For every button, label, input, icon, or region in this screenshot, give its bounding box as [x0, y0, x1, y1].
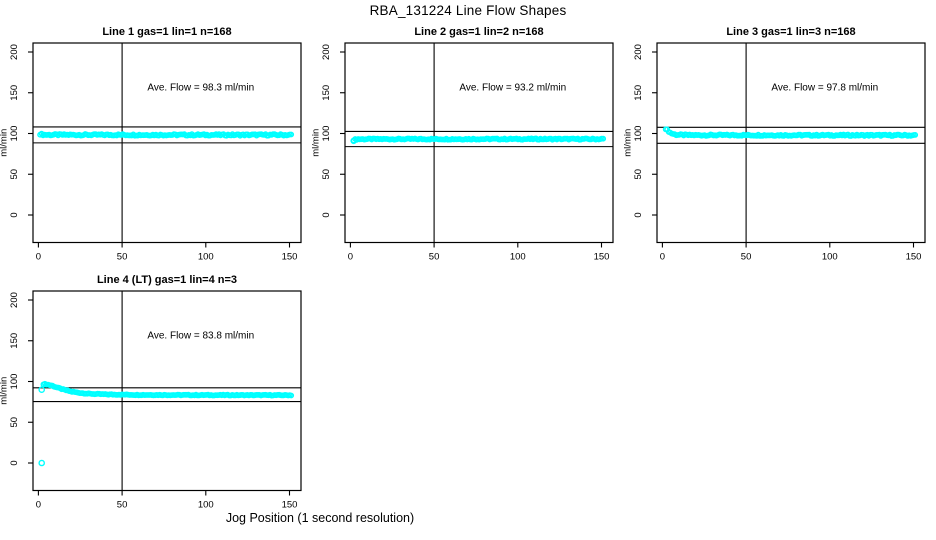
x-tick-label: 0 [660, 252, 665, 263]
plot-box [32, 290, 302, 492]
y-tick-label: 0 [9, 460, 20, 465]
ave-flow-annotation: Ave. Flow = 97.8 ml/min [771, 82, 878, 93]
data-points [37, 130, 295, 139]
panel-line-1: 0 50 100 150 0 50 100 150 200 ml/min Line 1 gas=1 … [0, 20, 312, 268]
y-axis-title: ml/min [0, 377, 10, 405]
y-tick-label: 50 [9, 417, 20, 428]
y-tick-label: 200 [9, 292, 20, 308]
x-tick-label: 50 [741, 252, 752, 263]
panel-title: Line 2 gas=1 lin=2 n=168 [414, 26, 543, 38]
x-tick-label: 0 [36, 500, 41, 511]
y-tick-label: 200 [321, 44, 332, 60]
data-points [38, 380, 295, 467]
x-tick-label: 150 [282, 252, 298, 263]
data-point [912, 132, 919, 138]
y-tick-label: 50 [321, 169, 332, 180]
outlier-point [350, 137, 358, 145]
data-point [600, 135, 607, 142]
panel-title: Line 3 gas=1 lin=3 n=168 [726, 26, 855, 38]
y-tick-label: 150 [321, 85, 332, 101]
plot-box [656, 42, 926, 244]
y-tick-label: 200 [633, 44, 644, 60]
panel-line-2: 0 50 100 150 0 50 100 150 200 ml/min Line 2 gas=1 … [311, 20, 624, 268]
y-tick-label: 150 [9, 85, 20, 101]
data-point [288, 131, 295, 138]
y-axis-title: ml/min [624, 129, 634, 157]
data-points [662, 126, 919, 139]
x-tick-label: 100 [198, 500, 214, 511]
y-tick-label: 0 [9, 212, 20, 217]
y-tick-label: 50 [633, 169, 644, 180]
x-tick-label: 100 [510, 252, 526, 263]
y-tick-label: 0 [321, 212, 332, 217]
y-tick-label: 150 [9, 333, 20, 349]
x-tick-label: 50 [117, 500, 128, 511]
x-tick-label: 0 [36, 252, 41, 263]
y-tick-label: 100 [633, 126, 644, 142]
x-tick-label: 150 [906, 252, 922, 263]
y-tick-label: 100 [321, 126, 332, 142]
plot-svg: 0 50 100 150 0 50 100 150 200 ml/min Line 3 gas=1 … [623, 26, 926, 263]
plot-svg: 0 50 100 150 0 50 100 150 200 ml/min Line 4 (LT) g… [0, 274, 302, 511]
x-axis-label: Jog Position (1 second resolution) [225, 511, 415, 525]
x-tick-label: 50 [117, 252, 128, 263]
y-tick-label: 0 [633, 212, 644, 217]
y-tick-label: 100 [9, 374, 20, 390]
y-tick-label: 50 [9, 169, 20, 180]
page-title: RBA_131224 Line Flow Shapes [369, 3, 567, 18]
x-tick-label: 150 [282, 500, 298, 511]
x-tick-label: 0 [348, 252, 353, 263]
y-tick-label: 150 [633, 85, 644, 101]
x-tick-label: 150 [594, 252, 610, 263]
panel-line-3: 0 50 100 150 0 50 100 150 200 ml/min Line 3 gas=1 … [623, 20, 936, 268]
outlier-point [38, 386, 46, 393]
ave-flow-annotation: Ave. Flow = 93.2 ml/min [459, 82, 566, 93]
ave-flow-annotation: Ave. Flow = 98.3 ml/min [147, 82, 254, 93]
plot-box [32, 42, 302, 244]
y-axis-title: ml/min [312, 129, 322, 157]
plot-svg: 0 50 100 150 0 50 100 150 200 ml/min Line 1 gas=1 … [0, 26, 302, 263]
y-tick-label: 200 [9, 44, 20, 60]
plot-box [344, 42, 614, 244]
panel-title: Line 4 (LT) gas=1 lin=4 n=3 [97, 274, 237, 286]
x-tick-label: 50 [429, 252, 440, 263]
panel-title: Line 1 gas=1 lin=1 n=168 [102, 26, 231, 38]
data-points [350, 135, 607, 145]
data-point [288, 392, 295, 399]
x-tick-label: 100 [822, 252, 838, 263]
x-tick-label: 100 [198, 252, 214, 263]
y-tick-label: 100 [9, 126, 20, 142]
y-axis-title: ml/min [0, 129, 10, 157]
outlier-point [38, 459, 46, 467]
plot-svg: 0 50 100 150 0 50 100 150 200 ml/min Line 2 gas=1 … [311, 26, 614, 263]
panel-line-4: 0 50 100 150 0 50 100 150 200 ml/min Line 4 (LT) g… [0, 268, 312, 516]
ave-flow-annotation: Ave. Flow = 83.8 ml/min [147, 330, 254, 341]
